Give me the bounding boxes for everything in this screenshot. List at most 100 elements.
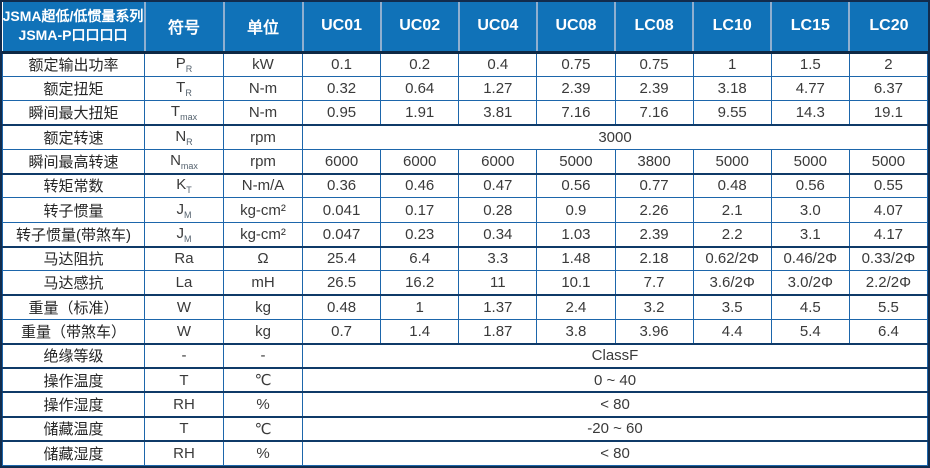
row-symbol: JM	[144, 221, 224, 248]
row-unit: Ω	[223, 245, 303, 272]
table-row: 马达感抗 La mH 26.5 16.2 11 10.1 7.7 3.6/2Φ 3.0/2Φ 2.2…	[2, 270, 929, 297]
value-cell: 0.75	[614, 51, 694, 77]
value-cell: 6000	[458, 148, 538, 175]
value-cell: 0.2	[380, 51, 460, 77]
value-cell: 0.77	[614, 173, 694, 199]
value-cell: 1.48	[536, 245, 616, 272]
table-row: 转子惯量 JM kg-cm² 0.041 0.17 0.28 0.9 2.26 2.1 3.0 4.…	[2, 197, 929, 223]
merged-value-cell: -20 ~ 60	[302, 416, 928, 443]
row-unit: -	[223, 343, 303, 370]
row-label: 操作温度	[2, 367, 145, 394]
table-row: 绝缘等级 - - ClassF	[2, 343, 928, 370]
value-cell: 6.4	[848, 318, 929, 345]
row-label: 重量（标准）	[2, 294, 145, 320]
value-cell: 16.2	[380, 270, 460, 297]
value-cell: 14.3	[770, 100, 850, 126]
row-label: 额定转速	[2, 124, 145, 150]
value-cell: 1.03	[536, 221, 616, 248]
value-cell: 5.5	[848, 294, 929, 320]
row-symbol: RH	[144, 440, 224, 466]
symbol-base: K	[176, 176, 187, 194]
value-cell: 3.0/2Φ	[770, 270, 850, 297]
symbol-base: T	[179, 420, 189, 438]
row-symbol: NR	[144, 124, 224, 150]
row-label: 额定输出功率	[2, 51, 145, 77]
value-cell: 3.96	[614, 318, 694, 345]
value-cell: 5000	[536, 148, 616, 175]
value-cell: 5000	[848, 148, 929, 175]
row-symbol: W	[144, 294, 224, 320]
symbol-base: N	[170, 151, 181, 169]
model-column-header: UC08	[536, 2, 617, 54]
value-cell: 0.34	[458, 221, 538, 248]
row-symbol: T	[144, 416, 224, 443]
value-cell: 1	[692, 51, 772, 77]
value-cell: 1	[380, 294, 460, 320]
row-unit: ℃	[223, 367, 303, 394]
value-cell: 0.46	[380, 173, 460, 199]
table-row: 额定转速 NR rpm 3000	[2, 124, 928, 150]
row-label: 转矩常数	[2, 173, 145, 199]
row-unit: kg-cm²	[223, 221, 303, 248]
value-cell: 4.07	[848, 197, 929, 223]
row-symbol: Ra	[144, 245, 224, 272]
value-cell: 5000	[770, 148, 850, 175]
value-cell: 25.4	[301, 245, 382, 272]
value-cell: 4.77	[770, 75, 850, 102]
symbol-base: J	[176, 200, 185, 218]
value-cell: 3.81	[458, 100, 538, 126]
row-unit: N-m	[223, 75, 303, 102]
symbol-base: RH	[173, 445, 195, 462]
row-label: 瞬间最大扭矩	[2, 100, 145, 126]
row-unit: N-m	[223, 100, 303, 126]
row-label: 储藏温度	[2, 416, 145, 443]
model-column-header: UC01	[302, 2, 382, 54]
symbol-base: Ra	[174, 250, 194, 268]
value-cell: 4.4	[692, 318, 772, 345]
value-cell: 3.2	[614, 294, 694, 320]
symbol-subscript: R	[185, 64, 193, 75]
value-cell: 0.95	[301, 100, 382, 126]
value-cell: 10.1	[536, 270, 616, 297]
symbol-subscript: R	[186, 136, 193, 147]
model-column-header: LC20	[849, 2, 928, 54]
value-cell: 3.1	[770, 221, 850, 248]
row-unit: kg-cm²	[223, 197, 303, 223]
value-cell: 5.4	[770, 318, 850, 345]
value-cell: 4.17	[848, 221, 929, 248]
value-cell: 2.39	[536, 75, 616, 102]
value-cell: 2.1	[692, 197, 772, 223]
value-cell: 0.55	[848, 173, 929, 199]
merged-value-cell: < 80	[302, 391, 928, 418]
row-symbol: KT	[144, 173, 224, 199]
value-cell: 0.33/2Φ	[848, 245, 929, 272]
row-label: 马达感抗	[2, 270, 145, 297]
table-row: 瞬间最高转速 Nmax rpm 6000 6000 6000 5000 3800 5000 500…	[2, 148, 929, 175]
row-symbol: Tmax	[144, 100, 224, 126]
row-symbol: La	[144, 270, 224, 297]
row-symbol: -	[144, 343, 224, 370]
row-label: 重量（带煞车）	[2, 318, 145, 345]
symbol-subscript: R	[185, 87, 192, 98]
value-cell: 0.56	[536, 173, 616, 199]
value-cell: 26.5	[301, 270, 382, 297]
value-cell: 2.26	[614, 197, 694, 223]
value-cell: 7.16	[536, 100, 616, 126]
row-unit: rpm	[223, 124, 303, 150]
symbol-base: -	[181, 347, 187, 365]
row-unit: mH	[223, 270, 303, 297]
value-cell: 9.55	[692, 100, 772, 126]
row-label: 绝缘等级	[2, 343, 145, 370]
value-cell: 6000	[301, 148, 382, 175]
symbol-column-header: 符号	[144, 2, 225, 54]
value-cell: 1.4	[380, 318, 460, 345]
table-row: 瞬间最大扭矩 Tmax N-m 0.95 1.91 3.81 7.16 7.16 9.55 14.…	[2, 100, 929, 126]
symbol-subscript: M	[184, 233, 192, 244]
value-cell: 0.64	[380, 75, 460, 102]
value-cell: 0.041	[301, 197, 382, 223]
value-cell: 6000	[380, 148, 460, 175]
row-symbol: T	[144, 367, 224, 394]
symbol-subscript: max	[180, 160, 198, 171]
